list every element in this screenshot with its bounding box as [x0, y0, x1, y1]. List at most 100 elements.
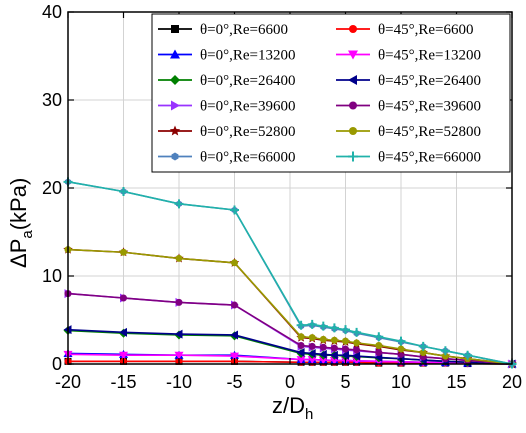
y-axis-label: ΔPa(kPa): [6, 178, 36, 268]
data-point: [352, 351, 361, 361]
legend-entry-label: θ=0°,Re=13200: [200, 48, 296, 64]
data-point: [175, 254, 183, 262]
data-point: [353, 346, 361, 354]
data-point: [329, 323, 339, 333]
x-tick-label: -5: [226, 372, 242, 392]
data-point: [170, 75, 180, 85]
y-tick-label: 30: [42, 90, 62, 110]
legend-entry-label: θ=0°,Re=66000: [200, 150, 296, 166]
x-tick-label: -15: [110, 372, 136, 392]
data-point: [348, 75, 357, 85]
data-point: [330, 336, 338, 344]
data-point: [342, 337, 349, 345]
data-point: [418, 341, 428, 351]
data-point: [349, 25, 357, 33]
data-point: [374, 332, 384, 342]
y-axis-label-unit: (kPa): [6, 178, 31, 231]
data-point: [342, 345, 349, 353]
data-point: [341, 325, 350, 335]
tick-layer: -20 -15 -10 -5 0 5 10 15 20 0 10 20 30 40: [42, 2, 522, 392]
data-point: [419, 349, 427, 357]
data-point: [296, 356, 306, 365]
series-line: [67, 328, 513, 365]
data-point: [308, 334, 316, 342]
x-tick-label: -10: [166, 372, 192, 392]
data-point: [348, 50, 358, 60]
legend-entry-label: θ=0°,Re=6600: [200, 22, 288, 38]
data-point: [341, 350, 349, 360]
data-point: [119, 327, 127, 337]
data-point: [175, 298, 183, 306]
data-point: [171, 100, 180, 111]
data-point: [119, 351, 128, 360]
data-point: [349, 127, 357, 135]
series-line: [67, 181, 513, 365]
legend-entry-label: θ=45°,Re=66000: [378, 150, 481, 166]
series-line: [67, 353, 513, 365]
data-point: [318, 321, 328, 331]
data-point: [174, 329, 183, 339]
legend-entry-label: θ=45°,Re=52800: [378, 124, 481, 140]
legend-entry-label: θ=0°,Re=39600: [200, 99, 296, 115]
data-point: [307, 348, 316, 358]
series-line: [67, 248, 513, 365]
data-point: [348, 151, 358, 162]
data-point: [120, 248, 127, 256]
data-point: [319, 335, 327, 343]
data-point: [318, 349, 327, 359]
y-axis-label-main: ΔP: [6, 239, 31, 268]
legend-entry-label: θ=0°,Re=26400: [200, 73, 296, 89]
legend: θ=0°,Re=6600 θ=45°,Re=6600 θ=0°,Re=13200 θ=…: [151, 13, 511, 173]
data-point: [171, 25, 179, 33]
legend-box: [151, 13, 511, 173]
data-point: [297, 342, 305, 350]
x-tick-label: 20: [502, 372, 522, 392]
y-tick-label: 40: [42, 2, 62, 22]
data-point: [349, 101, 357, 110]
data-point: [119, 187, 128, 197]
data-point: [296, 348, 305, 358]
data-point: [440, 346, 450, 356]
data-point: [307, 319, 317, 329]
data-point: [174, 351, 184, 360]
data-point: [329, 350, 338, 360]
legend-entry-label: θ=45°,Re=13200: [378, 48, 481, 64]
data-point: [319, 343, 327, 351]
legend-entry-label: θ=45°,Re=39600: [378, 99, 481, 115]
data-point: [170, 49, 180, 59]
x-tick-label: 10: [391, 372, 411, 392]
series-line: [67, 292, 513, 365]
data-point: [375, 342, 383, 350]
y-tick-label: 20: [42, 178, 62, 198]
legend-entry-label: θ=45°,Re=6600: [378, 22, 474, 38]
data-point: [307, 356, 317, 365]
x-tick-label: 0: [285, 372, 295, 392]
data-point: [230, 205, 239, 215]
data-point: [353, 339, 361, 347]
data-point: [463, 350, 473, 360]
series-layer: [63, 177, 517, 369]
x-axis-label-main: z/D: [272, 393, 305, 418]
data-point: [397, 345, 405, 353]
data-point: [352, 327, 362, 337]
data-point: [297, 333, 305, 341]
x-tick-label: 15: [446, 372, 466, 392]
data-point: [169, 125, 181, 136]
data-point: [296, 320, 306, 330]
x-tick-label: 5: [340, 372, 350, 392]
data-point: [174, 199, 184, 209]
data-point: [231, 259, 238, 267]
data-point: [396, 336, 406, 346]
legend-entry-label: θ=45°,Re=26400: [378, 73, 481, 89]
data-point: [230, 330, 238, 340]
legend-entry-label: θ=0°,Re=52800: [200, 124, 296, 140]
y-tick-label: 0: [52, 354, 62, 374]
y-axis-label-sub: a: [19, 230, 36, 239]
data-point: [308, 342, 316, 350]
data-point: [330, 344, 338, 352]
y-tick-label: 10: [42, 266, 62, 286]
data-point: [375, 349, 383, 357]
x-tick-label: -20: [55, 372, 81, 392]
data-point: [318, 356, 328, 365]
